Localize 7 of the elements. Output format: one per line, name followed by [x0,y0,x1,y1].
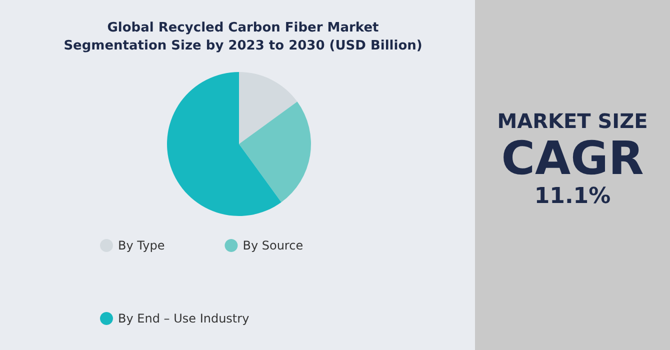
text: 11.1% [533,183,612,211]
text: MARKET SIZE [497,109,648,133]
legend-label: By Type [118,238,165,252]
legend-label: By Source [242,238,304,252]
chart-title: Global Recycled Carbon Fiber Market Segmentation Size by 2023 to 2030 (USD Billion) [64,20,422,54]
text: CAGR [500,131,645,185]
legend-label: By End – Use Industry [118,312,250,326]
